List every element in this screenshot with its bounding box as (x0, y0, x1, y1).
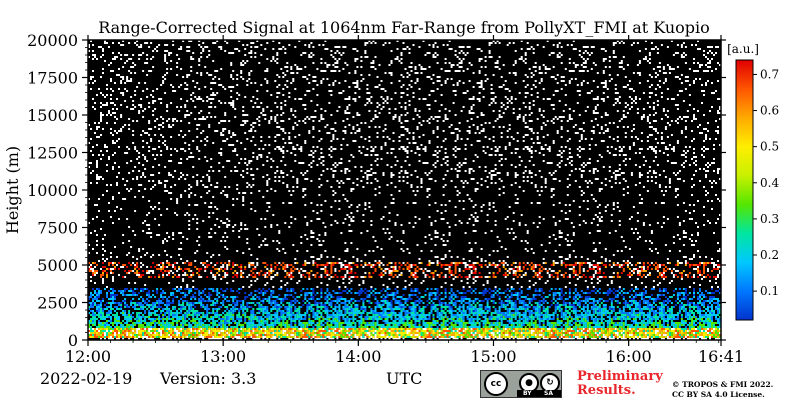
cc-strip: BY SA (517, 390, 561, 397)
results-label: Results. (577, 383, 636, 398)
colorbar-tick-label: 0.5 (760, 140, 779, 154)
colorbar-label: [a.u.] (727, 42, 759, 56)
version-label: Version: 3.3 (160, 369, 257, 388)
preliminary-label: Preliminary (577, 369, 663, 384)
x-tick-label: 13:00 (200, 347, 246, 366)
license-label: CC BY SA 4.0 License. (672, 390, 765, 399)
y-tick-label: 2500 (37, 294, 78, 313)
y-tick-label: 10000 (27, 181, 78, 200)
x-tick-label: 16:41 (698, 347, 744, 366)
heatmap-cells (88, 312, 721, 338)
heatmap-cells (88, 262, 721, 278)
y-axis-label: Height (m) (3, 146, 22, 234)
y-tick-label: 20000 (27, 31, 78, 50)
y-tick-label: 15000 (27, 106, 78, 125)
heatmap-cells (88, 262, 719, 338)
chart-title: Range-Corrected Signal at 1064nm Far-Ran… (98, 18, 710, 37)
colorbar-tick-label: 0.7 (760, 67, 779, 81)
cc-by-label: BY (523, 390, 532, 397)
heatmap-cells (88, 288, 721, 328)
cc-logo-icon: cc (484, 372, 508, 396)
x-axis: 12:00 13:00 14:00 15:00 16:00 16:41 (65, 35, 744, 366)
colorbar (735, 59, 754, 321)
date-label: 2022-02-19 (40, 369, 133, 388)
colorbar-ticks: 0.1 0.2 0.3 0.4 0.5 0.6 0.7 (753, 67, 779, 298)
colorbar-tick-label: 0.1 (760, 284, 779, 298)
x-tick-label: 14:00 (335, 347, 381, 366)
colorbar-tick-label: 0.6 (760, 104, 779, 118)
heatmap-cells (90, 328, 717, 338)
y-tick-label: 17500 (27, 69, 78, 88)
heatmap-cells (88, 288, 721, 312)
heatmap-cells (88, 40, 721, 340)
y-axis: 0 2500 5000 7500 10000 12500 15000 17500 20000 (27, 31, 726, 350)
x-tick-label: 16:00 (606, 347, 652, 366)
cc-sa-label: SA (544, 390, 553, 397)
colorbar-tick-label: 0.2 (760, 248, 779, 262)
y-tick-label: 5000 (37, 256, 78, 275)
creative-commons-badge-icon: cc ● ↻ BY SA (480, 370, 562, 398)
colorbar-tick-label: 0.4 (760, 176, 779, 190)
y-tick-label: 12500 (27, 144, 78, 163)
y-tick-label: 7500 (37, 219, 78, 238)
share-alike-icon: ↻ (540, 373, 560, 393)
copyright-label: © TROPOS & FMI 2022. (672, 380, 774, 389)
x-tick-label: 12:00 (65, 347, 111, 366)
utc-label: UTC (386, 369, 423, 388)
x-tick-label: 15:00 (470, 347, 516, 366)
colorbar-tick-label: 0.3 (760, 212, 779, 226)
y-tick-label: 0 (68, 331, 78, 350)
heatmap-layer (88, 40, 721, 340)
